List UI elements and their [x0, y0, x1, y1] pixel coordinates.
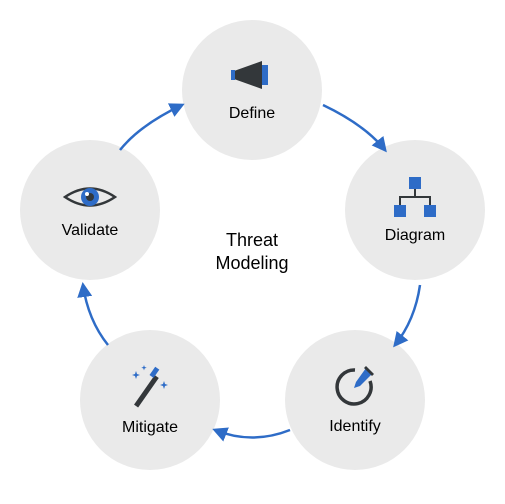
node-label-mitigate: Mitigate [122, 419, 178, 437]
arrow-diagram-to-identify [395, 285, 420, 345]
node-identify: Identify [285, 330, 425, 470]
arrow-identify-to-mitigate [215, 430, 290, 438]
node-label-define: Define [229, 105, 275, 123]
eye-icon [63, 180, 117, 214]
node-diagram: Diagram [345, 140, 485, 280]
megaphone-icon [228, 57, 276, 97]
node-mitigate: Mitigate [80, 330, 220, 470]
node-define: Define [182, 20, 322, 160]
node-label-identify: Identify [329, 418, 381, 436]
wand-icon [126, 363, 174, 411]
org-chart-icon [390, 175, 440, 219]
lens-pencil-icon [332, 364, 378, 410]
node-label-validate: Validate [62, 222, 119, 240]
arrow-mitigate-to-validate [83, 285, 108, 345]
node-label-diagram: Diagram [385, 227, 445, 245]
center-label: ThreatModeling [197, 197, 307, 307]
arrow-define-to-diagram [323, 105, 385, 150]
node-validate: Validate [20, 140, 160, 280]
arrow-validate-to-define [120, 105, 182, 150]
